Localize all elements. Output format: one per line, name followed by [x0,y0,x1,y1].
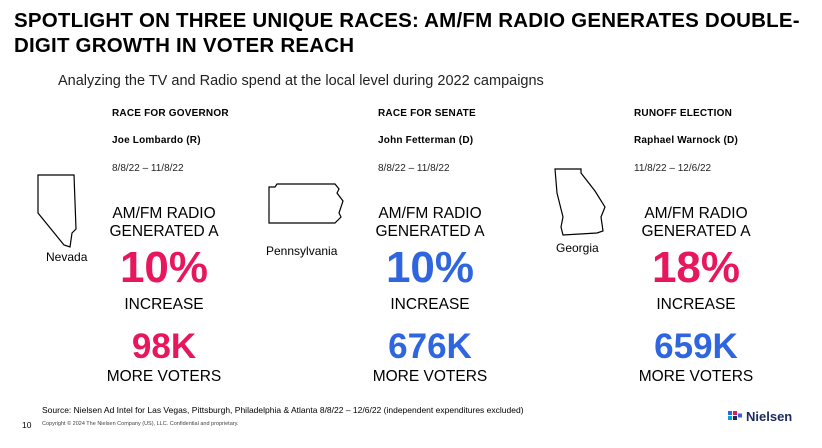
race-senate: RACE FOR SENATE John Fetterman (D) 8/8/2… [378,108,628,388]
increase-percent: 10% [119,243,209,292]
race-type: RACE FOR GOVERNOR [112,108,229,119]
candidate-name: John Fetterman (D) [378,135,474,146]
race-type: RACE FOR SENATE [378,108,476,119]
state-label-nevada: Nevada [46,250,88,264]
increase-percent: 18% [651,243,741,292]
pennsylvania-map-icon [268,183,344,224]
page-number: 10 [22,420,32,430]
increase-label: INCREASE [656,296,736,313]
voters-count: 98K [131,327,197,366]
stat-line-1: AM/FM RADIO [644,205,748,222]
stat-line-1: AM/FM RADIO [378,205,482,222]
race-runoff: RUNOFF ELECTION Raphael Warnock (D) 11/8… [634,108,822,388]
voters-count: 676K [388,327,472,366]
increase-label: INCREASE [124,296,204,313]
race-governor-stats: AM/FM RADIO GENERATED A 10% INCREASE 98K… [84,205,244,386]
more-voters-label: MORE VOTERS [372,368,488,385]
nielsen-logo-icon [728,410,742,420]
increase-percent: 10% [385,243,475,292]
more-voters-label: MORE VOTERS [106,368,222,385]
nielsen-logo: Nielsen [728,409,792,424]
nevada-map-icon [37,174,77,248]
race-dates: 11/8/22 – 12/6/22 [634,163,712,174]
race-runoff-stats: AM/FM RADIO GENERATED A 18% INCREASE 659… [616,205,776,386]
state-label-georgia: Georgia [556,241,599,255]
stat-line-2: GENERATED A [641,223,751,240]
nielsen-logo-text: Nielsen [746,409,793,424]
voters-count: 659K [654,327,738,366]
copyright-text: Copyright © 2024 The Nielsen Company (US… [42,421,239,427]
race-governor: RACE FOR GOVERNOR Joe Lombardo (R) 8/8/2… [112,108,362,388]
race-senate-stats: AM/FM RADIO GENERATED A 10% INCREASE 676… [350,205,510,386]
georgia-map-icon [554,168,606,236]
race-dates: 8/8/22 – 11/8/22 [112,163,184,174]
race-type: RUNOFF ELECTION [634,108,732,119]
state-label-pennsylvania: Pennsylvania [266,244,338,258]
stat-line-1: AM/FM RADIO [112,205,216,222]
race-dates: 8/8/22 – 11/8/22 [378,163,450,174]
candidate-name: Joe Lombardo (R) [112,135,201,146]
increase-label: INCREASE [390,296,470,313]
slide-subtitle: Analyzing the TV and Radio spend at the … [58,73,544,89]
more-voters-label: MORE VOTERS [638,368,754,385]
source-note: Source: Nielsen Ad Intel for Las Vegas, … [42,405,524,415]
candidate-name: Raphael Warnock (D) [634,135,739,146]
slide-title: SPOTLIGHT ON THREE UNIQUE RACES: AM/FM R… [14,9,800,57]
stat-line-2: GENERATED A [109,223,219,240]
stat-line-2: GENERATED A [375,223,485,240]
